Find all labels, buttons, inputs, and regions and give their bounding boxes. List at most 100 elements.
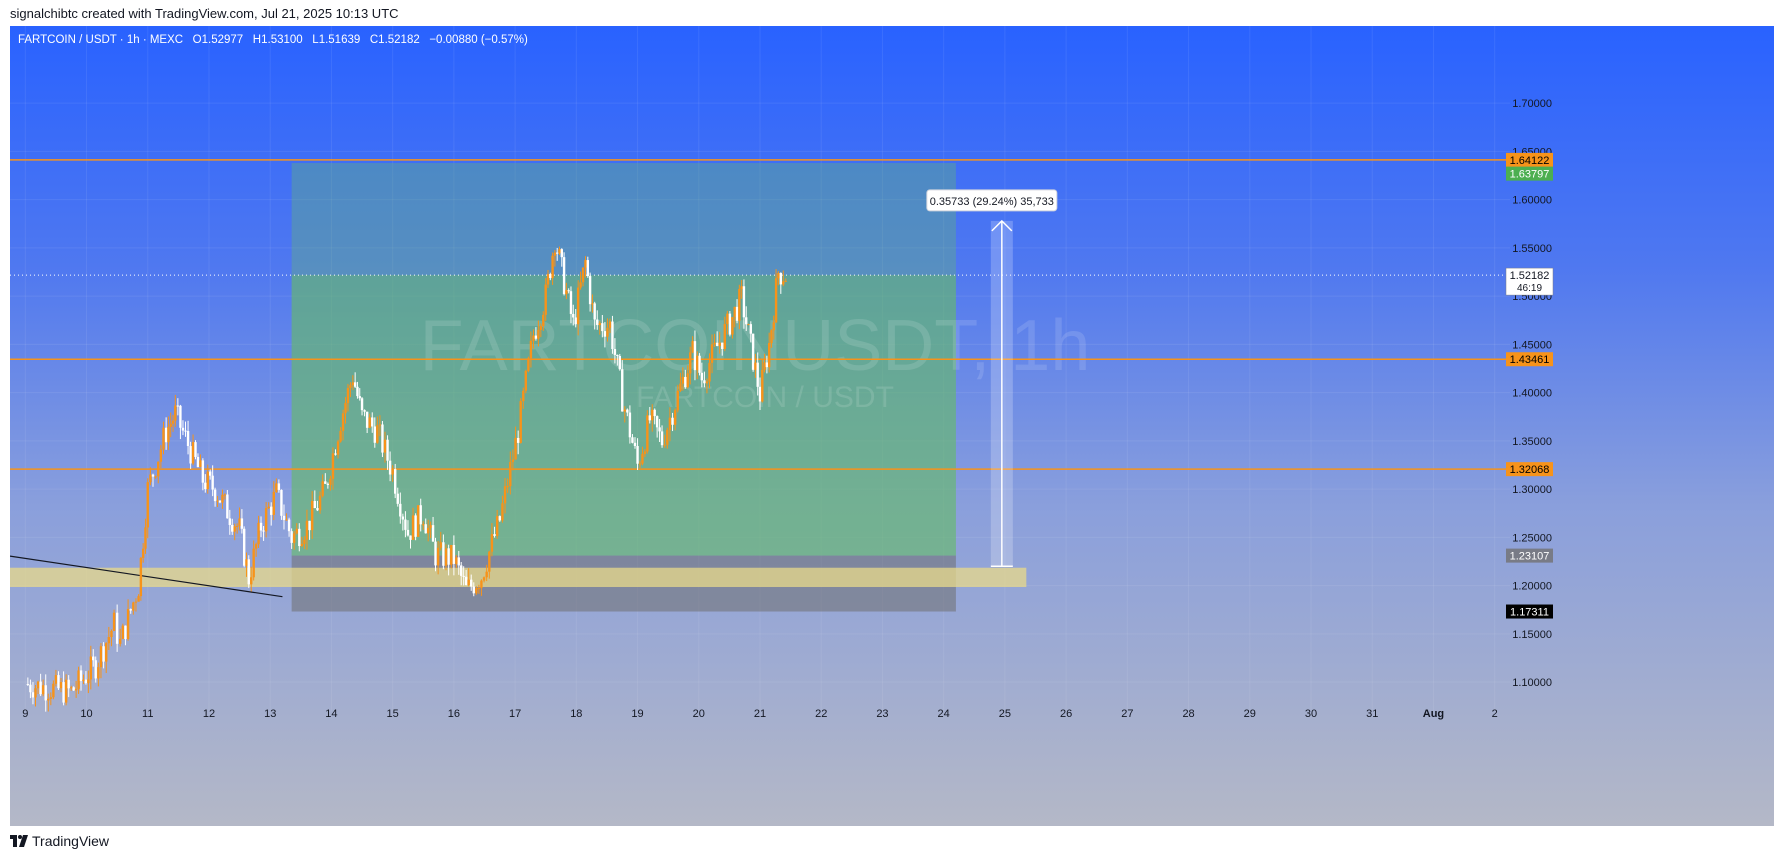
- candle-body: [349, 385, 352, 389]
- candle-body: [429, 525, 432, 528]
- candle-body: [679, 383, 682, 391]
- price-tag-label: 1.32068: [1510, 464, 1550, 476]
- candle-body: [344, 403, 347, 414]
- candle-body: [275, 483, 278, 492]
- candle-body: [623, 409, 626, 412]
- candle-body: [555, 252, 559, 254]
- candle-body: [223, 494, 227, 496]
- candle-body: [715, 342, 719, 347]
- price-tag-label: 1.64122: [1510, 155, 1550, 167]
- target-zone-filled: [291, 275, 956, 556]
- candle-body: [772, 322, 775, 331]
- measure-label-box: [926, 189, 1058, 212]
- time-tick-label: 23: [876, 708, 888, 720]
- candle-body: [470, 579, 473, 587]
- time-axis[interactable]: 9 10 11 12 13 14 15 16 17 18 19 20 21 22 23 24 25 26 27 28 2…: [10, 708, 1774, 720]
- footer-bar: TradingView: [0, 826, 1784, 858]
- candle-body: [708, 362, 711, 382]
- candle-body: [132, 602, 135, 611]
- candle-body: [52, 683, 55, 698]
- candle-body: [576, 287, 580, 325]
- candle-body: [503, 486, 507, 504]
- candle-body: [464, 576, 468, 585]
- candle-body: [733, 306, 736, 318]
- candle-body: [287, 519, 291, 532]
- candle-body: [584, 260, 587, 268]
- candle-body: [396, 493, 399, 504]
- time-tick-label: 16: [448, 708, 460, 720]
- candle-body: [378, 424, 382, 426]
- time-tick-label: 24: [938, 708, 950, 720]
- candle-body: [643, 451, 647, 454]
- candle-body: [308, 520, 311, 531]
- time-tick-label: 13: [264, 708, 276, 720]
- time-tick-label: 26: [1060, 708, 1072, 720]
- candle-body: [360, 398, 364, 411]
- time-tick-label: 25: [999, 708, 1011, 720]
- candle-body: [267, 506, 270, 509]
- candle-body: [542, 314, 545, 326]
- candle-body: [488, 551, 491, 572]
- candle-body: [44, 685, 47, 701]
- candle-body: [31, 692, 35, 698]
- candle-body: [490, 534, 494, 552]
- candle-body: [105, 643, 108, 662]
- candle-body: [371, 417, 374, 427]
- candle-body: [292, 533, 296, 543]
- time-tick-label: 12: [203, 708, 215, 720]
- candle-body: [700, 372, 704, 381]
- candle-body: [422, 524, 425, 526]
- candle-body: [305, 520, 309, 540]
- chart-area[interactable]: FARTCOINUSDT, 1h FARTCOIN / USDT 0.35733…: [10, 26, 1774, 826]
- candle-body: [231, 524, 234, 532]
- candle-body: [211, 475, 214, 490]
- candle-body: [631, 437, 634, 443]
- candle-body: [112, 612, 116, 631]
- candle-body: [401, 516, 405, 520]
- candle-body: [524, 370, 528, 391]
- measure-tool[interactable]: 0.35733 (29.24%) 35,733: [926, 189, 1058, 568]
- price-tick-label: 1.25000: [1512, 532, 1552, 544]
- candle-body: [404, 519, 407, 530]
- candle-body: [681, 376, 685, 384]
- chart-canvas[interactable]: FARTCOINUSDT, 1h FARTCOIN / USDT 0.35733…: [10, 26, 1774, 826]
- candle-body: [351, 382, 355, 386]
- time-tick-label: 2: [1492, 708, 1498, 720]
- candle-body: [621, 369, 624, 412]
- candle-body: [184, 430, 187, 432]
- candle-body: [353, 382, 357, 387]
- time-tick-label: 18: [570, 708, 582, 720]
- candle-body: [336, 441, 340, 455]
- candle-body: [409, 535, 412, 540]
- high-value: 1.53100: [261, 34, 303, 46]
- candle-body: [648, 415, 651, 421]
- candle-body: [723, 324, 726, 349]
- candle-body: [107, 637, 111, 644]
- candle-body: [638, 463, 642, 465]
- price-tick-label: 1.10000: [1512, 677, 1552, 689]
- candle-body: [141, 548, 145, 558]
- candle-body: [560, 249, 563, 258]
- candle-body: [233, 526, 236, 532]
- tradingview-logo-text: TradingView: [32, 833, 110, 849]
- candle-body: [767, 342, 771, 368]
- price-axis[interactable]: 1.700001.650001.600001.550001.500001.450…: [1505, 98, 1554, 689]
- candle-body: [613, 349, 617, 355]
- trendline[interactable]: [10, 555, 283, 598]
- candle-body: [673, 410, 677, 425]
- candle-body: [62, 682, 65, 703]
- candle-body: [87, 679, 90, 684]
- horizontal-levels[interactable]: [10, 159, 1510, 598]
- candle-body: [616, 354, 619, 357]
- candle-body: [506, 486, 509, 488]
- candle-body: [532, 335, 535, 341]
- time-tick-label: 30: [1305, 708, 1317, 720]
- candle-body: [151, 474, 155, 477]
- tradingview-logo[interactable]: TradingView: [10, 833, 109, 849]
- price-tick-label: 1.40000: [1512, 388, 1552, 400]
- candle-body: [660, 431, 664, 446]
- candle-body: [74, 688, 78, 691]
- current-price-tag-bg: [1505, 267, 1554, 296]
- candle-body: [245, 559, 248, 566]
- candle-body: [102, 646, 105, 662]
